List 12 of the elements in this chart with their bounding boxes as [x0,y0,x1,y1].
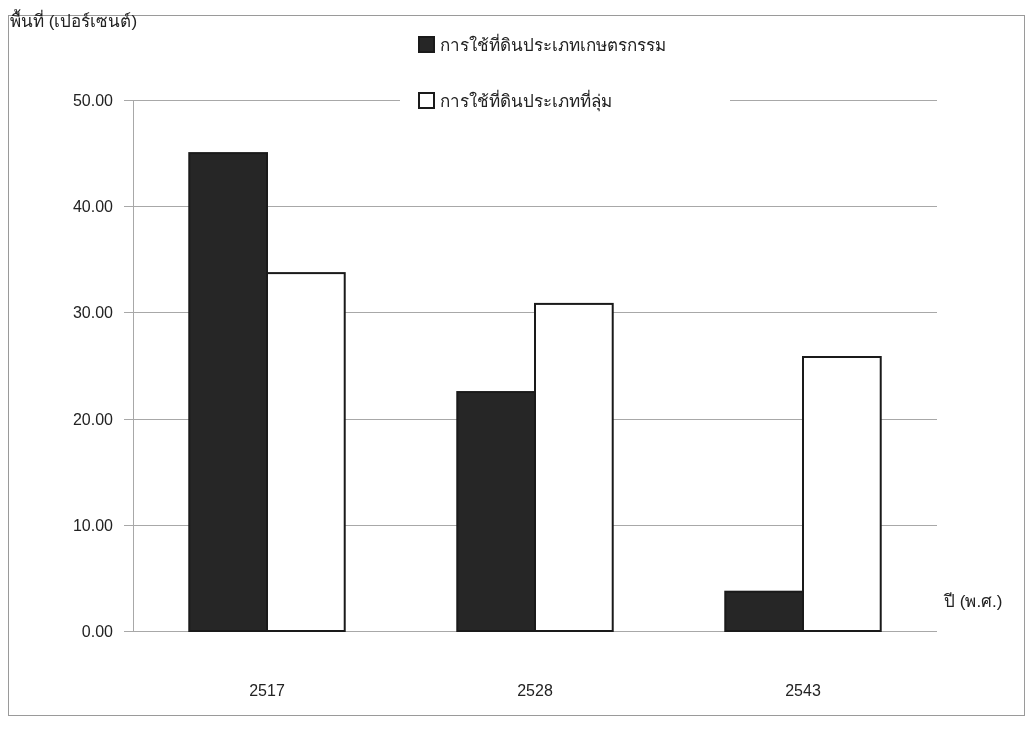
x-tick-label: 2543 [785,681,821,699]
xlabel: ปี (พ.ศ.) [944,592,1003,611]
x-tick-label: 2517 [249,681,285,699]
y-tick-label: 50.00 [72,92,113,109]
y-tick-label: 0.00 [81,623,113,640]
y-tick-label: 20.00 [72,411,113,428]
legend-label: การใช้ที่ดินประเภทเกษตรกรรม [440,35,666,55]
y-tick-label: 40.00 [72,198,113,215]
y-tick-label: 10.00 [72,517,113,534]
legend-label: การใช้ที่ดินประเภทที่ลุ่ม [440,91,612,111]
x-tick-label: 2528 [517,681,553,699]
y-tick-label: 30.00 [72,304,113,321]
